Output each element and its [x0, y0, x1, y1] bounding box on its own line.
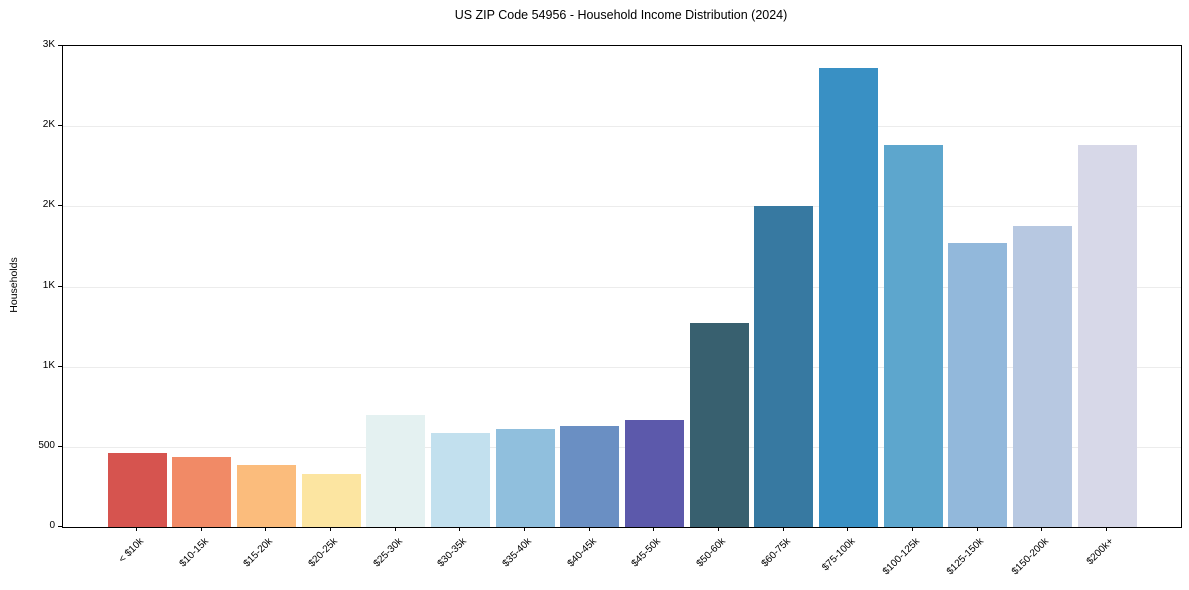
x-tick-label: $30-35k	[435, 536, 470, 570]
x-tick-mark	[1041, 527, 1043, 531]
x-tick-mark	[976, 527, 978, 531]
x-tick-label: $100-125k	[880, 536, 922, 578]
gridline	[63, 286, 1181, 288]
x-tick-label: $15-20k	[241, 536, 276, 570]
bar-$30-35k	[430, 433, 490, 527]
y-tick-label: 1K	[42, 359, 55, 371]
bar-$45-50k	[624, 420, 684, 527]
bar-$200k+	[1077, 145, 1137, 527]
x-tick-mark	[394, 527, 396, 531]
y-tick-mark	[58, 125, 62, 127]
x-tick-mark	[200, 527, 202, 531]
x-tick-label: < $10k	[116, 536, 146, 566]
gridline	[63, 446, 1181, 448]
x-tick-mark	[588, 527, 590, 531]
y-tick-label: 2K	[42, 119, 55, 131]
x-tick-label: $200k+	[1084, 536, 1116, 568]
bar-$15-20k	[236, 465, 296, 527]
x-tick-label: $125-150k	[945, 536, 987, 578]
bar-$10-15k	[172, 457, 232, 527]
bar-$50-60k	[689, 323, 749, 527]
x-tick-label: $60-75k	[759, 536, 793, 570]
x-tick-mark	[330, 527, 331, 531]
bar-$25-30k	[366, 414, 426, 527]
x-tick-label: $150-200k	[1009, 536, 1052, 578]
x-tick-label: $25-30k	[371, 536, 405, 570]
x-tick-label: $75-100k	[819, 536, 858, 574]
gridline	[63, 366, 1181, 368]
x-tick-label: $35-40k	[500, 536, 534, 570]
x-tick-mark	[1106, 527, 1107, 531]
bar-$20-25k	[301, 474, 361, 527]
bar-$75-100k	[818, 67, 878, 527]
y-tick-label: 500	[38, 439, 55, 451]
y-tick-mark	[58, 445, 62, 447]
gridline	[63, 206, 1181, 208]
x-tick-label: $10-15k	[177, 536, 211, 570]
x-tick-mark	[524, 527, 525, 531]
bar-$125-150k	[948, 243, 1008, 527]
y-tick-mark	[58, 205, 62, 207]
x-tick-mark	[912, 527, 913, 531]
y-tick-label: 3K	[42, 39, 55, 50]
bar-$150-200k	[1012, 225, 1072, 527]
bar-< $10k	[107, 453, 167, 527]
x-tick-label: $40-45k	[565, 536, 599, 570]
x-tick-label: $20-25k	[306, 536, 340, 570]
x-tick-label: $45-50k	[629, 536, 664, 570]
chart-title: US ZIP Code 54956 - Household Income Dis…	[454, 8, 788, 22]
y-tick-mark	[58, 285, 62, 287]
y-tick-label: 0	[49, 520, 55, 531]
gridline	[63, 126, 1181, 128]
y-tick-mark	[58, 526, 62, 527]
bar-$60-75k	[754, 206, 814, 527]
y-tick-label: 2K	[42, 199, 55, 211]
x-tick-label: $50-60k	[694, 536, 728, 570]
plot-area	[62, 45, 1182, 528]
x-tick-mark	[653, 527, 655, 531]
x-tick-mark	[459, 527, 461, 531]
y-tick-label: 1K	[42, 279, 55, 291]
bar-$100-125k	[883, 144, 943, 527]
y-tick-mark	[58, 45, 62, 46]
x-tick-mark	[718, 527, 719, 531]
x-tick-mark	[847, 527, 849, 531]
x-tick-mark	[782, 527, 784, 531]
bar-$40-45k	[560, 426, 620, 527]
x-tick-mark	[265, 527, 267, 531]
y-tick-mark	[58, 365, 62, 367]
x-tick-mark	[136, 527, 137, 531]
bar-$35-40k	[495, 429, 555, 527]
